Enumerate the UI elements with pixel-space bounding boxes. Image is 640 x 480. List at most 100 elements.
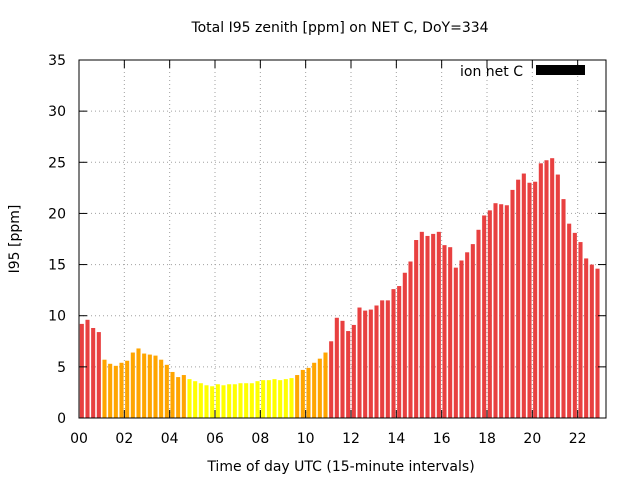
bar	[567, 223, 572, 418]
bar	[346, 331, 351, 418]
bar	[181, 375, 186, 418]
bar	[555, 174, 560, 418]
bar	[414, 240, 419, 418]
bar	[142, 353, 147, 418]
bar	[425, 235, 430, 418]
bar	[550, 158, 555, 418]
bar	[340, 320, 345, 418]
bar	[516, 179, 521, 418]
bar	[193, 381, 198, 418]
bar	[453, 267, 458, 418]
bar	[79, 323, 84, 418]
bar	[300, 369, 305, 418]
x-tick-label: 18	[478, 431, 496, 447]
bar	[493, 203, 498, 418]
bar	[159, 359, 164, 418]
bar	[436, 231, 441, 418]
bar	[317, 358, 322, 418]
bar	[261, 380, 266, 418]
bar	[130, 352, 135, 418]
bar	[125, 360, 130, 418]
bar	[402, 272, 407, 418]
bar	[170, 371, 175, 418]
plot-frame	[78, 59, 607, 419]
x-tick-label: 16	[433, 431, 451, 447]
bar	[504, 205, 509, 418]
bar	[96, 332, 101, 418]
bar	[397, 286, 402, 418]
legend-label: ion net C	[460, 64, 523, 80]
x-tick-label: 14	[387, 431, 405, 447]
bar	[544, 160, 549, 419]
bar	[272, 379, 277, 418]
bar	[465, 252, 470, 418]
bar	[136, 348, 141, 418]
bar	[176, 377, 181, 418]
bar	[334, 317, 339, 418]
bar	[459, 260, 464, 418]
bar	[584, 258, 589, 418]
bar	[487, 210, 492, 418]
bar	[323, 352, 328, 418]
bar	[561, 199, 566, 418]
bar	[108, 363, 113, 418]
bar	[266, 380, 271, 418]
y-axis-label: I95 [ppm]	[7, 205, 23, 274]
bar	[119, 362, 124, 418]
bar	[385, 300, 390, 418]
bar	[113, 365, 118, 418]
bar	[85, 319, 90, 418]
bar	[527, 182, 532, 418]
bar	[198, 383, 203, 418]
bar	[153, 355, 158, 418]
bar	[499, 204, 504, 418]
y-tick-label: 15	[48, 258, 66, 274]
chart-title: Total I95 zenith [ppm] on NET C, DoY=334	[190, 20, 488, 36]
bar	[221, 385, 226, 418]
bar	[329, 341, 334, 418]
bar	[442, 245, 447, 418]
bar-series	[79, 158, 600, 419]
bar	[215, 384, 220, 418]
bar	[147, 354, 152, 418]
y-tick-label: 25	[48, 155, 66, 171]
bar	[538, 163, 543, 418]
bar	[312, 362, 317, 418]
x-tick-label: 12	[342, 431, 360, 447]
bar	[357, 307, 362, 418]
bar	[476, 229, 481, 418]
bar	[255, 381, 260, 418]
bar	[374, 305, 379, 418]
x-tick-label: 22	[569, 431, 587, 447]
bar	[595, 268, 600, 418]
bar	[187, 379, 192, 418]
bar	[249, 383, 254, 418]
bar	[391, 289, 396, 418]
bar	[578, 242, 583, 418]
y-tick-label: 35	[48, 53, 66, 69]
bar	[238, 383, 243, 418]
x-tick-label: 08	[251, 431, 269, 447]
y-axis-tick-labels: 0 5 10 15 20 25 30 35	[48, 53, 66, 427]
bar	[408, 261, 413, 418]
legend: ion net C	[460, 64, 585, 80]
x-axis-label: Time of day UTC (15-minute intervals)	[206, 459, 474, 475]
bar	[533, 181, 538, 418]
bar	[102, 359, 107, 418]
x-tick-label: 10	[297, 431, 315, 447]
bar	[510, 189, 515, 418]
bar	[164, 364, 169, 418]
x-axis-tick-labels: 00 02 04 06 08 10 12 14 16 18 20 22	[70, 431, 586, 447]
bar	[419, 231, 424, 418]
x-tick-label: 04	[161, 431, 179, 447]
x-tick-label: 00	[70, 431, 88, 447]
x-tick-label: 20	[523, 431, 541, 447]
bar	[351, 324, 356, 418]
bar	[244, 383, 249, 418]
legend-swatch	[536, 65, 585, 75]
bar	[204, 385, 209, 418]
bar	[283, 379, 288, 418]
bar	[572, 232, 577, 418]
bar	[431, 233, 436, 418]
bar	[368, 309, 373, 418]
